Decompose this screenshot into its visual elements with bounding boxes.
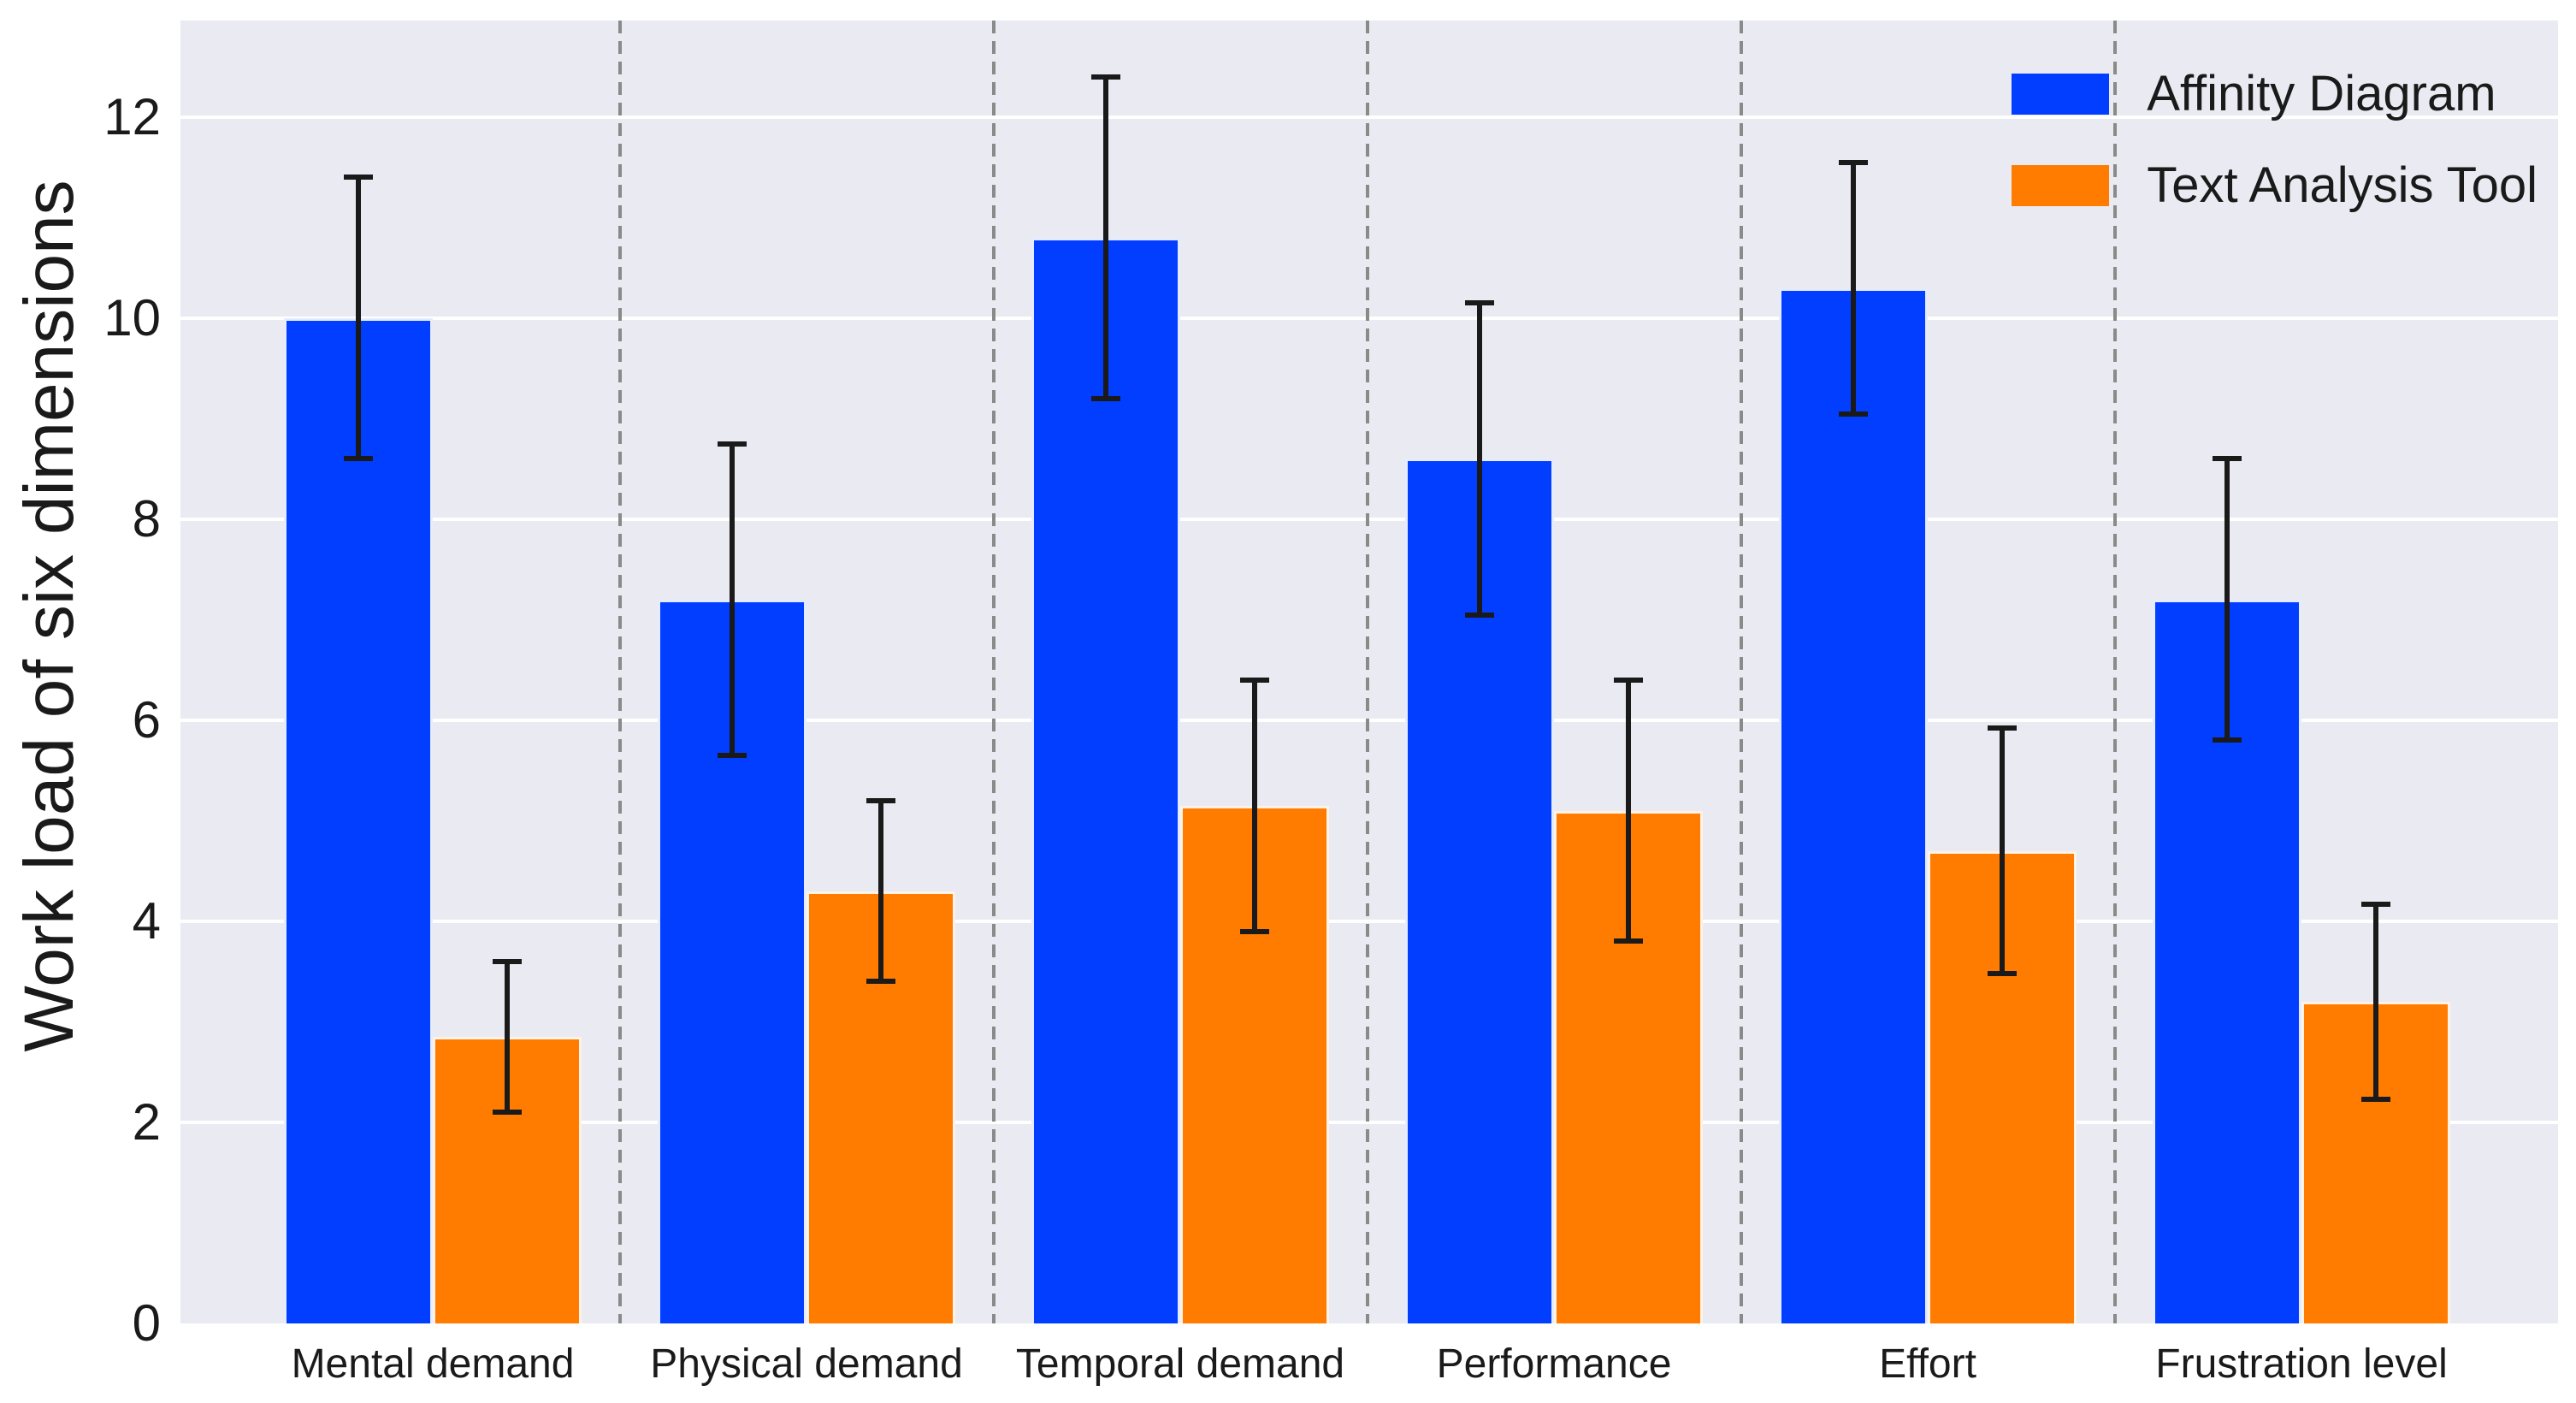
error-bar-affinity-diagram-0 — [356, 177, 361, 459]
error-bar-cap-bottom-affinity-diagram-2 — [1091, 395, 1120, 401]
x-tick-label-4: Effort — [1879, 1341, 1976, 1387]
x-tick-label-2: Temporal demand — [1015, 1341, 1345, 1387]
y-tick-label-0: 0 — [132, 1294, 161, 1352]
error-bar-text-analysis-tool-0 — [505, 961, 510, 1113]
error-bar-cap-bottom-text-analysis-tool-1 — [866, 979, 895, 985]
error-bar-cap-top-affinity-diagram-2 — [1091, 74, 1120, 80]
error-bar-cap-top-text-analysis-tool-3 — [1614, 677, 1643, 683]
x-tick-label-0: Mental demand — [291, 1341, 575, 1387]
bar-affinity-diagram-0 — [284, 317, 433, 1323]
error-bar-cap-bottom-affinity-diagram-5 — [2213, 737, 2242, 743]
error-bar-affinity-diagram-1 — [730, 443, 735, 756]
group-separator — [617, 21, 622, 1323]
error-bar-cap-bottom-text-analysis-tool-3 — [1614, 938, 1643, 944]
gridline-y-10 — [180, 316, 2558, 320]
y-tick-label-6: 6 — [132, 690, 161, 749]
error-bar-cap-top-affinity-diagram-4 — [1839, 159, 1868, 165]
error-bar-cap-bottom-affinity-diagram-4 — [1839, 411, 1868, 417]
error-bar-affinity-diagram-4 — [1851, 162, 1856, 414]
error-bar-cap-top-affinity-diagram-1 — [718, 441, 747, 447]
plot-area: Affinity Diagram Text Analysis Tool — [180, 21, 2558, 1323]
x-tick-label-3: Performance — [1436, 1341, 1672, 1387]
error-bar-cap-bottom-text-analysis-tool-2 — [1240, 928, 1269, 934]
error-bar-cap-top-text-analysis-tool-2 — [1240, 677, 1269, 683]
error-bar-cap-top-text-analysis-tool-5 — [2361, 901, 2390, 907]
legend-label: Affinity Diagram — [2147, 66, 2496, 121]
error-bar-text-analysis-tool-5 — [2373, 903, 2378, 1099]
error-bar-cap-top-text-analysis-tool-4 — [1988, 725, 2017, 731]
legend-item-text-analysis-tool: Text Analysis Tool — [2012, 157, 2538, 214]
x-tick-label-1: Physical demand — [650, 1341, 963, 1387]
error-bar-cap-bottom-affinity-diagram-3 — [1465, 612, 1494, 618]
error-bar-text-analysis-tool-2 — [1252, 679, 1257, 932]
error-bar-cap-bottom-text-analysis-tool-5 — [2361, 1096, 2390, 1102]
error-bar-text-analysis-tool-4 — [2000, 728, 2005, 974]
group-separator — [991, 21, 996, 1323]
y-tick-label-12: 12 — [103, 87, 161, 145]
error-bar-text-analysis-tool-3 — [1626, 679, 1631, 942]
legend-swatch-text-analysis-tool — [2012, 164, 2110, 206]
y-tick-label-10: 10 — [103, 288, 161, 346]
gridline-y-4 — [180, 919, 2558, 923]
error-bar-cap-bottom-affinity-diagram-0 — [344, 456, 373, 462]
bar-text-analysis-tool-5 — [2301, 1001, 2450, 1323]
legend-label: Text Analysis Tool — [2147, 157, 2538, 213]
gridline-y-2 — [180, 1120, 2558, 1124]
error-bar-cap-top-text-analysis-tool-1 — [866, 797, 895, 803]
group-separator — [1365, 21, 1369, 1323]
error-bar-text-analysis-tool-1 — [878, 800, 883, 982]
legend-swatch-affinity-diagram — [2012, 73, 2110, 115]
group-separator — [1739, 21, 1743, 1323]
y-tick-label-2: 2 — [132, 1092, 161, 1151]
error-bar-cap-bottom-text-analysis-tool-0 — [493, 1110, 522, 1116]
error-bar-cap-top-affinity-diagram-3 — [1465, 300, 1494, 306]
bar-text-analysis-tool-2 — [1180, 805, 1329, 1323]
legend-item-affinity-diagram: Affinity Diagram — [2012, 65, 2538, 122]
gridline-y-12 — [180, 115, 2558, 119]
error-bar-cap-top-affinity-diagram-0 — [344, 175, 373, 181]
group-separator — [2112, 21, 2117, 1323]
x-tick-label-5: Frustration level — [2155, 1341, 2448, 1387]
legend: Affinity Diagram Text Analysis Tool — [2012, 65, 2538, 214]
y-tick-label-4: 4 — [132, 891, 161, 950]
gridline-y-8 — [180, 517, 2558, 521]
bar-affinity-diagram-2 — [1031, 237, 1180, 1323]
error-bar-affinity-diagram-2 — [1103, 76, 1108, 399]
error-bar-affinity-diagram-5 — [2224, 459, 2230, 741]
error-bar-cap-top-text-analysis-tool-0 — [493, 958, 522, 964]
bar-affinity-diagram-4 — [1779, 287, 1928, 1323]
error-bar-cap-top-affinity-diagram-5 — [2213, 456, 2242, 462]
error-bar-cap-bottom-text-analysis-tool-4 — [1988, 971, 2017, 977]
error-bar-cap-bottom-affinity-diagram-1 — [718, 753, 747, 759]
gridline-y-6 — [180, 718, 2558, 722]
error-bar-affinity-diagram-3 — [1477, 303, 1482, 615]
y-tick-label-8: 8 — [132, 489, 161, 548]
